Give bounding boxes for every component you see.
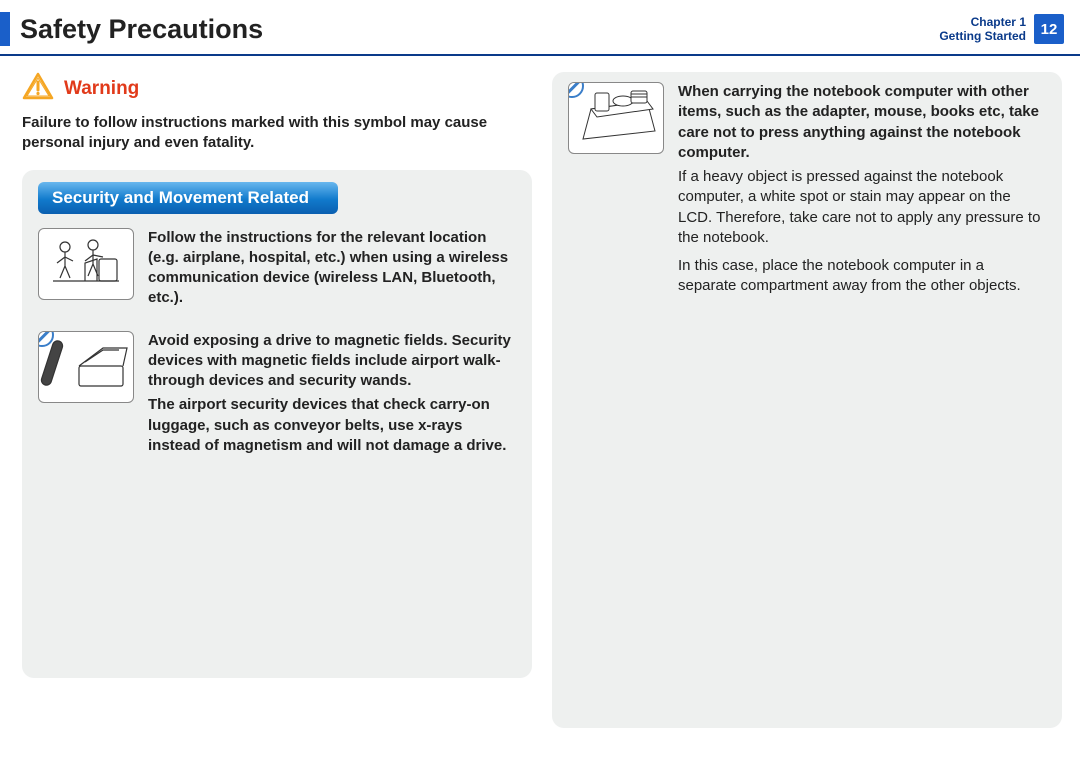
precaution-text: Follow the instructions for the relevant… [148, 228, 516, 313]
precaution-bold: When carrying the notebook computer with… [678, 82, 1046, 163]
illustration-magnetic-wand-icon [38, 331, 134, 403]
chapter-label: Chapter 1 Getting Started [939, 15, 1026, 44]
content-area: Warning Failure to follow instructions m… [0, 56, 1080, 728]
precaution-bold-2: The airport security devices that check … [148, 395, 516, 456]
precaution-bold: Avoid exposing a drive to magnetic field… [148, 331, 516, 392]
page-header: Safety Precautions Chapter 1 Getting Sta… [0, 0, 1080, 56]
precaution-text: When carrying the notebook computer with… [678, 82, 1046, 305]
precaution-item: Follow the instructions for the relevant… [38, 228, 516, 313]
page-number-badge: 12 [1034, 14, 1064, 44]
warning-description: Failure to follow instructions marked wi… [22, 113, 532, 154]
left-column: Warning Failure to follow instructions m… [22, 72, 532, 728]
precaution-item: Avoid exposing a drive to magnetic field… [38, 331, 516, 461]
right-column: When carrying the notebook computer with… [552, 72, 1062, 728]
page-title: Safety Precautions [20, 14, 939, 45]
precaution-paragraph: If a heavy object is pressed against the… [678, 167, 1046, 248]
illustration-airplane-wireless-icon [38, 228, 134, 300]
header-accent-tab [0, 12, 10, 46]
illustration-carry-notebook-icon [568, 82, 664, 154]
chapter-line2: Getting Started [939, 29, 1026, 43]
precaution-item: When carrying the notebook computer with… [568, 82, 1046, 305]
left-panel: Security and Movement Related [22, 170, 532, 678]
warning-icon [22, 72, 54, 105]
chapter-line1: Chapter 1 [939, 15, 1026, 29]
right-panel: When carrying the notebook computer with… [552, 72, 1062, 728]
section-header: Security and Movement Related [38, 182, 338, 214]
precaution-text: Avoid exposing a drive to magnetic field… [148, 331, 516, 461]
warning-label: Warning [64, 78, 139, 100]
precaution-bold: Follow the instructions for the relevant… [148, 228, 516, 309]
warning-heading-row: Warning [22, 72, 532, 105]
precaution-paragraph: In this case, place the notebook compute… [678, 256, 1046, 297]
